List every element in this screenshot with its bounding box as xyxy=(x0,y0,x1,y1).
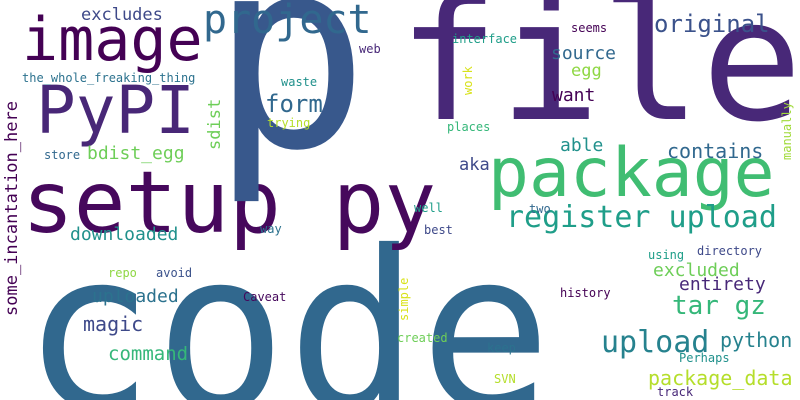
word-caveat: Caveat xyxy=(243,290,287,304)
word-tar-gz: tar gz xyxy=(672,291,766,321)
word-code: code xyxy=(22,204,552,400)
word-register-upload: register upload xyxy=(506,200,777,235)
word-image: image xyxy=(22,5,203,75)
word-setup-py: setup py xyxy=(22,153,437,253)
word-seems: seems xyxy=(571,21,608,35)
word-source: source xyxy=(551,43,617,64)
word-places: places xyxy=(447,120,491,134)
word-file: file xyxy=(398,0,800,159)
word-trying: trying xyxy=(267,116,311,130)
word-two: two xyxy=(529,202,551,216)
word-way: way xyxy=(260,222,282,236)
word-the-whole-freaking-thing: the_whole_freaking_thing xyxy=(22,71,196,85)
word-package-data: package_data xyxy=(648,366,793,390)
word-bdist-egg: bdist_egg xyxy=(87,143,185,164)
word-form: form xyxy=(265,90,323,118)
word-upload: upload xyxy=(601,325,710,360)
word-waste: waste xyxy=(281,75,318,89)
word-able: able xyxy=(560,135,604,156)
word-track: track xyxy=(657,385,694,399)
word-directory: directory xyxy=(697,244,763,258)
word-interface: interface xyxy=(452,32,518,46)
word-manually: manually xyxy=(780,102,794,160)
word-perhaps: Perhaps xyxy=(679,351,730,365)
word-want: want xyxy=(552,85,596,106)
word-simple: simple xyxy=(397,277,411,321)
word-python: python xyxy=(720,328,793,352)
word-excludes: excludes xyxy=(81,5,163,25)
word-p: p xyxy=(210,0,370,209)
word-uploaded: uploaded xyxy=(92,286,179,307)
word-excluded: excluded xyxy=(653,260,740,281)
word-using: using xyxy=(648,248,685,262)
word-keep: keep xyxy=(487,341,516,355)
word-history: history xyxy=(560,286,611,300)
word-original: original xyxy=(654,10,770,38)
word-sdist: sdist xyxy=(205,98,225,150)
word-entirety: entirety xyxy=(679,274,766,295)
word-web: web xyxy=(359,42,381,56)
word-pypi: PyPI xyxy=(36,72,195,149)
word-project: project xyxy=(203,0,372,43)
word-svn: SVN xyxy=(494,372,516,386)
word-egg: egg xyxy=(571,61,602,81)
word-work: work xyxy=(461,66,475,95)
word-downloaded: downloaded xyxy=(70,224,179,245)
word-avoid: avoid xyxy=(156,266,193,280)
word-some-incantation-here: some_incantation_here xyxy=(2,101,22,316)
word-repo: repo xyxy=(108,266,137,280)
word-store: store xyxy=(44,148,81,162)
word-command: command xyxy=(108,343,189,365)
word-created: created xyxy=(397,331,448,345)
word-well: well xyxy=(414,201,443,215)
word-aka: aka xyxy=(459,155,490,175)
word-magic: magic xyxy=(83,312,144,336)
word-best: best xyxy=(424,223,453,237)
word-contains: contains xyxy=(667,139,764,163)
word-package: package xyxy=(488,134,775,213)
